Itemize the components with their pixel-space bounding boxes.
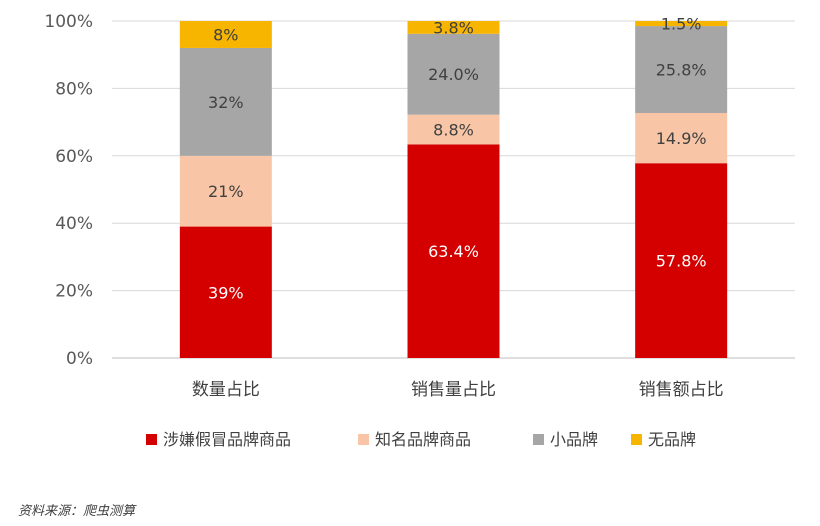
bar-segment [407,33,500,115]
bar-segment [179,47,272,156]
data-label: 3.8% [433,18,474,37]
data-label: 8.8% [433,121,474,140]
legend-swatch [533,434,544,445]
y-tick-label: 40% [55,214,93,234]
bar-segment [635,26,728,114]
data-label: 14.9% [656,129,707,148]
bar-segment [407,21,500,34]
data-label: 39% [208,283,244,302]
data-label: 25.8% [656,61,707,80]
bar-segment [179,226,272,358]
bar-segment [407,144,500,358]
bar-segment [635,113,728,164]
y-tick-label: 60% [55,147,93,167]
bar-segment [179,21,272,48]
x-category-label: 数量占比 [192,380,260,400]
legend-label: 小品牌 [550,430,598,449]
legend-label: 涉嫌假冒品牌商品 [163,430,291,449]
data-label: 63.4% [428,242,479,261]
bar-segment [179,155,272,227]
legend-label: 知名品牌商品 [375,430,471,449]
data-label: 1.5% [661,15,702,34]
y-tick-label: 20% [55,282,93,302]
source-note: 资料来源：爬虫测算 [18,504,136,519]
y-tick-label: 100% [44,12,93,32]
legend-swatch [146,434,157,445]
data-label: 8% [213,25,238,44]
x-axis: 数量占比 销售量占比 销售额占比 [192,380,724,400]
data-label: 24.0% [428,65,479,84]
data-label: 57.8% [656,252,707,271]
legend: 涉嫌假冒品牌商品 知名品牌商品 小品牌 无品牌 [146,430,696,449]
legend-label: 无品牌 [648,430,696,449]
legend-swatch [631,434,642,445]
y-tick-label: 0% [66,349,93,369]
legend-swatch [358,434,369,445]
bar-segment [635,21,728,27]
stacked-bar-chart: 0% 20% 40% 60% 80% 100% 39% 21% 32% 8% 63.4% 8.8% 2… [44,12,795,449]
x-category-label: 销售额占比 [639,380,724,400]
data-label: 21% [208,182,244,201]
x-category-label: 销售量占比 [411,380,496,400]
y-axis: 0% 20% 40% 60% 80% 100% [44,12,93,369]
y-tick-label: 80% [55,79,93,99]
bars: 39% 21% 32% 8% 63.4% 8.8% 24.0% 3.8% 57.8% 14.9% 2… [179,15,728,358]
bar-segment [635,163,728,358]
data-label: 32% [208,93,244,112]
bar-segment [407,114,500,145]
